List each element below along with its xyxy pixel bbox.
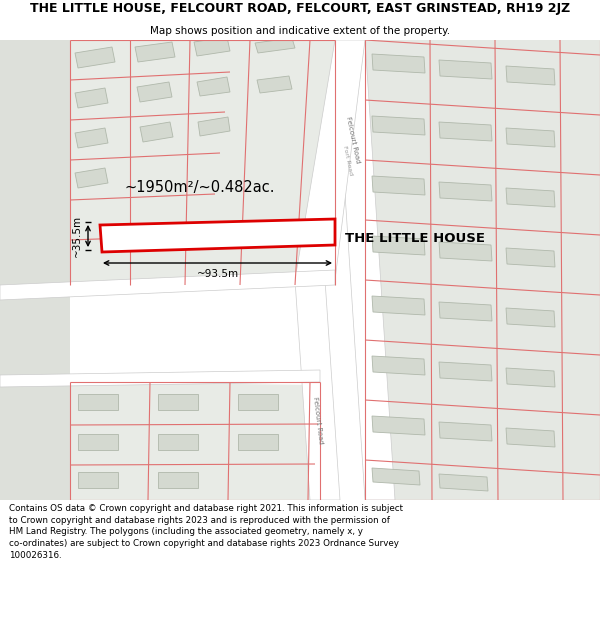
Text: Contains OS data © Crown copyright and database right 2021. This information is : Contains OS data © Crown copyright and d… — [9, 504, 403, 560]
Polygon shape — [439, 422, 492, 441]
Polygon shape — [198, 117, 230, 136]
Text: Felcourt Road: Felcourt Road — [312, 396, 324, 444]
Polygon shape — [70, 40, 335, 285]
Polygon shape — [158, 434, 198, 450]
Polygon shape — [372, 416, 425, 435]
Polygon shape — [439, 60, 492, 79]
Polygon shape — [75, 168, 108, 188]
Polygon shape — [506, 368, 555, 387]
Polygon shape — [439, 362, 492, 381]
Polygon shape — [238, 394, 278, 410]
Polygon shape — [506, 308, 555, 327]
Polygon shape — [78, 472, 118, 488]
Polygon shape — [238, 434, 278, 450]
Polygon shape — [0, 270, 335, 300]
Polygon shape — [439, 474, 488, 491]
Text: ~35.5m: ~35.5m — [72, 215, 82, 257]
Polygon shape — [255, 38, 295, 53]
Polygon shape — [506, 428, 555, 447]
Polygon shape — [506, 188, 555, 207]
Polygon shape — [506, 128, 555, 147]
Polygon shape — [439, 302, 492, 321]
Polygon shape — [365, 40, 600, 500]
Polygon shape — [335, 40, 395, 500]
Polygon shape — [194, 37, 230, 56]
Polygon shape — [158, 472, 198, 488]
Polygon shape — [439, 182, 492, 201]
Text: ~93.5m: ~93.5m — [197, 269, 239, 279]
Polygon shape — [0, 40, 70, 500]
Polygon shape — [140, 122, 173, 142]
Polygon shape — [372, 54, 425, 73]
Polygon shape — [75, 128, 108, 148]
Text: ~1950m²/~0.482ac.: ~1950m²/~0.482ac. — [125, 180, 275, 195]
Text: Map shows position and indicative extent of the property.: Map shows position and indicative extent… — [150, 26, 450, 36]
Polygon shape — [372, 356, 425, 375]
Text: THE LITTLE HOUSE: THE LITTLE HOUSE — [345, 231, 485, 244]
Text: Fort Road: Fort Road — [343, 145, 353, 175]
Text: Felcourt Road: Felcourt Road — [345, 116, 361, 164]
Polygon shape — [0, 370, 320, 387]
Polygon shape — [372, 468, 420, 485]
Polygon shape — [506, 248, 555, 267]
Polygon shape — [439, 242, 492, 261]
Polygon shape — [75, 47, 115, 68]
Polygon shape — [295, 40, 365, 280]
Polygon shape — [372, 176, 425, 195]
Polygon shape — [439, 122, 492, 141]
Polygon shape — [100, 219, 335, 252]
Polygon shape — [506, 66, 555, 85]
Polygon shape — [197, 77, 230, 96]
Polygon shape — [158, 394, 198, 410]
Polygon shape — [78, 394, 118, 410]
Polygon shape — [70, 382, 320, 500]
Polygon shape — [372, 236, 425, 255]
Polygon shape — [137, 82, 172, 102]
Polygon shape — [135, 42, 175, 62]
Text: THE LITTLE HOUSE, FELCOURT ROAD, FELCOURT, EAST GRINSTEAD, RH19 2JZ: THE LITTLE HOUSE, FELCOURT ROAD, FELCOUR… — [30, 2, 570, 15]
Polygon shape — [372, 116, 425, 135]
Polygon shape — [75, 88, 108, 108]
Polygon shape — [78, 434, 118, 450]
Polygon shape — [372, 296, 425, 315]
Polygon shape — [257, 76, 292, 93]
Polygon shape — [295, 280, 340, 500]
